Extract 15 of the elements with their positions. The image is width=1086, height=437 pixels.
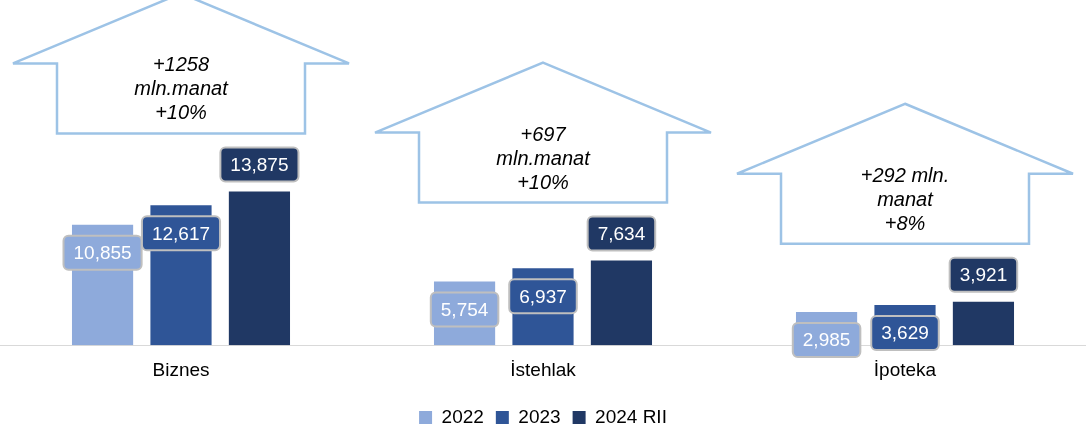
- legend-label: 2023: [518, 405, 561, 427]
- data-label: 3,921: [959, 263, 1008, 285]
- data-label: 6,937: [519, 285, 567, 307]
- x-tick-label: Biznes: [152, 358, 210, 380]
- data-label: 7,634: [597, 222, 646, 244]
- data-label: 12,617: [151, 222, 211, 244]
- x-tick-label: İpoteka: [873, 358, 937, 380]
- legend-label: 2024 RII: [595, 405, 667, 427]
- x-tick-label: İstehlak: [510, 358, 577, 380]
- legend-label: 2022: [441, 405, 484, 427]
- data-label: 10,855: [73, 242, 132, 264]
- data-label: 13,875: [230, 153, 289, 175]
- annotation: +697 mln.manat +10%: [496, 121, 590, 194]
- text: +1258 mln.manat +10%: [134, 52, 228, 125]
- annotation: +292 mln. manat +8%: [860, 162, 950, 235]
